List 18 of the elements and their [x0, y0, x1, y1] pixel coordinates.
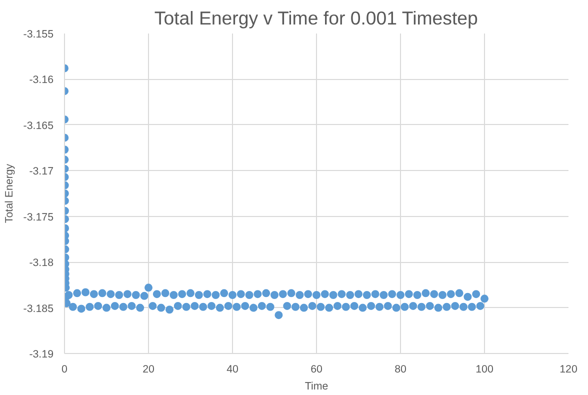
y-tick-label: -3.16	[29, 74, 54, 86]
y-tick-label: -3.17	[29, 166, 54, 178]
y-tick-label: -3.185	[23, 302, 54, 315]
x-tick-label: 60	[310, 364, 322, 376]
x-tick-label: 120	[560, 364, 578, 376]
chart-title: Total Energy v Time for 0.001 Timestep	[154, 8, 478, 28]
x-tick-label: 40	[226, 364, 238, 376]
x-tick-label: 20	[142, 364, 154, 376]
y-tick-label: -3.165	[23, 120, 54, 132]
y-tick-label: -3.175	[23, 211, 54, 224]
y-tick-label: -3.155	[23, 28, 54, 40]
y-axis-title: Total Energy	[3, 163, 16, 224]
y-tick-label: -3.19	[29, 348, 54, 360]
x-tick-label: 80	[394, 364, 406, 376]
x-axis-title: Time	[304, 380, 328, 392]
x-tick-label: 100	[476, 364, 494, 376]
y-tick-label: -3.18	[29, 257, 54, 270]
x-tick-label: 0	[62, 364, 68, 376]
